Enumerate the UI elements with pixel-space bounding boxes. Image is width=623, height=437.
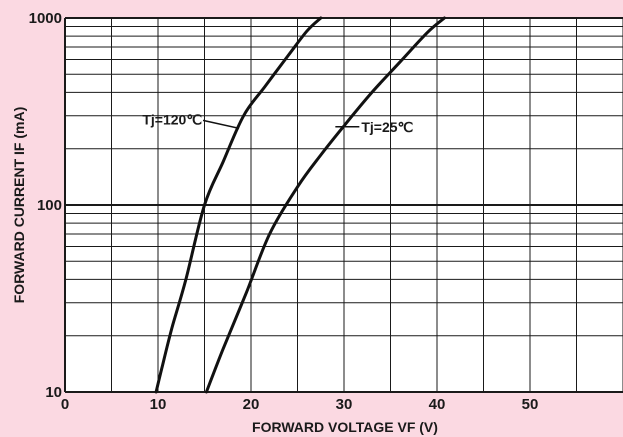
y-axis-label: FORWARD CURRENT IF (mA) bbox=[11, 107, 27, 304]
x-axis-label: FORWARD VOLTAGE VF (V) bbox=[252, 419, 438, 435]
x-tick-label: 40 bbox=[429, 396, 446, 413]
x-tick-label: 0 bbox=[61, 396, 69, 413]
curve-tj-120c bbox=[154, 16, 323, 394]
grid bbox=[64, 17, 623, 393]
x-tick-label: 30 bbox=[336, 396, 353, 413]
x-tick-label: 20 bbox=[243, 396, 260, 413]
curve-labels: Tj=120℃ Tj=25℃ bbox=[142, 111, 413, 134]
y-tick-label: 1000 bbox=[29, 10, 62, 27]
leader-line bbox=[202, 119, 240, 130]
y-tick-label: 10 bbox=[45, 384, 62, 401]
x-tick-label: 10 bbox=[150, 396, 167, 413]
curves bbox=[154, 16, 446, 394]
curve-label-tj-25c: Tj=25℃ bbox=[361, 119, 413, 135]
curve-label-tj-120c: Tj=120℃ bbox=[142, 111, 202, 127]
x-tick-labels: 0 10 20 30 40 50 bbox=[61, 396, 539, 413]
y-tick-labels: 10 100 1000 bbox=[29, 10, 62, 401]
curve-tj-25c bbox=[204, 16, 446, 394]
y-tick-label: 100 bbox=[37, 197, 62, 214]
x-tick-label: 50 bbox=[522, 396, 539, 413]
